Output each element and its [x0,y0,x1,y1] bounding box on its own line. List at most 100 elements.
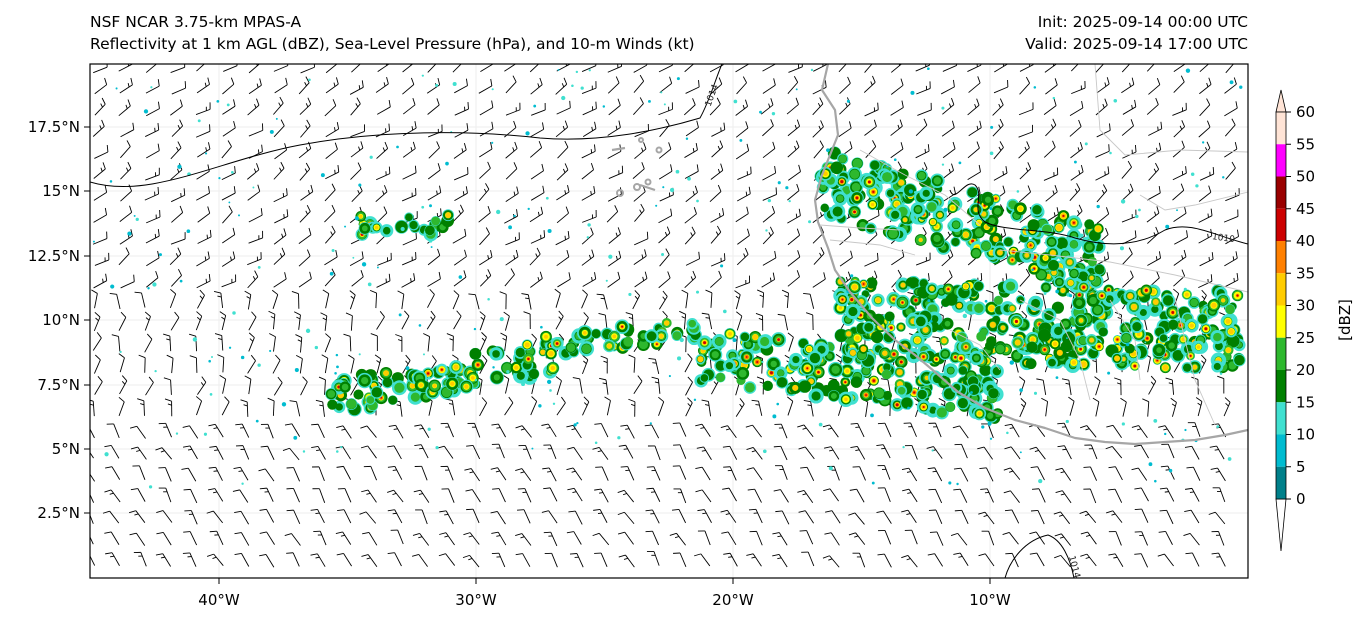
colorbar-tick-label: 45 [1296,200,1315,218]
echo-cell [424,225,435,236]
wind-barb [555,77,568,95]
echo-speck [981,425,985,429]
echo-cell [1171,311,1175,314]
wind-barb [824,532,840,546]
wind-barb [1080,553,1097,567]
echo-cell [933,176,942,185]
wind-barb [452,204,464,223]
wind-barb [452,290,460,310]
wind-barb [669,532,686,546]
echo-speck [1119,246,1124,251]
wind-barb [736,76,747,95]
echo-speck [720,264,724,268]
wind-barb [530,122,545,138]
echo-cell [405,213,413,222]
echo-speck [776,402,780,406]
echo-cell [1234,354,1245,366]
echo-cell [875,297,881,303]
wind-barb [915,252,931,266]
wind-barb [582,209,597,223]
echo-cell [838,154,847,163]
wind-barb [105,466,121,480]
wind-barb [361,489,377,503]
wind-barb [915,144,930,159]
echo-cell [806,367,809,370]
echo-speck [228,201,231,204]
echo-cell [889,326,893,330]
echo-cell [988,305,995,312]
echo-speck [257,363,261,367]
echo-cell [792,356,800,364]
wind-barb [1019,398,1027,418]
echo-cell [528,368,539,380]
wind-barb [1122,270,1134,288]
wind-barb [762,78,776,94]
wind-barb [1043,140,1056,158]
wind-barb [658,102,673,116]
wind-barb [104,531,120,545]
wind-barb [1159,509,1174,525]
wind-barb [1095,144,1110,158]
echo-cell [1136,332,1141,337]
wind-barb [324,225,336,244]
wind-barb [269,333,276,352]
echo-cell [1221,298,1226,303]
wind-barb [1224,101,1238,117]
echo-cell [929,406,937,414]
wind-barb [452,64,462,73]
wind-barb [397,290,405,310]
wind-barb [735,99,748,116]
echo-speck [587,223,591,227]
wind-barb [169,288,177,309]
echo-cell [971,239,975,243]
echo-speck [759,110,762,114]
echo-speck [336,365,339,369]
echo-speck [696,290,700,294]
wind-barb [104,489,121,503]
lat-ticks [84,126,90,514]
echo-speck [660,91,663,94]
wind-barb [1083,488,1097,504]
wind-barb [423,333,430,352]
echo-speck [358,183,362,187]
echo-speck [226,103,230,107]
echo-speck [1183,287,1187,291]
colorbar-segment [1276,208,1286,241]
wind-barb [582,101,597,116]
echo-speck [970,391,973,394]
wind-barb [980,488,994,503]
echo-cell [934,224,939,229]
echo-speck [177,164,182,169]
wind-barb [454,186,468,202]
echo-cell [995,344,1005,354]
echo-cell [725,362,734,370]
wind-barb [467,422,481,438]
wind-barb [274,77,288,94]
echo-cell [1159,334,1168,342]
echo-speck [281,402,287,407]
wind-barb [646,466,661,481]
wind-barb [361,554,378,568]
echo-cell [865,394,867,396]
wind-barb [696,446,712,461]
wind-barb [1225,64,1235,74]
echo-speck [452,82,457,87]
echo-cell [959,356,963,360]
wind-barb [852,552,866,568]
echo-cell [1082,285,1085,289]
wind-barb [594,488,609,503]
wind-barb [1018,102,1034,116]
wind-barb [247,184,261,201]
wind-barb [787,140,800,158]
wind-barb [592,446,609,460]
echo-speck [941,163,945,166]
wind-barb [659,119,670,138]
wind-barb [465,489,481,503]
wind-barb [953,467,969,482]
echo-speck [1229,80,1234,85]
wind-barb [915,118,928,136]
wind-barb [1147,142,1162,158]
echo-cell [850,376,863,388]
wind-barb [530,77,543,95]
wind-barb [1005,552,1019,568]
